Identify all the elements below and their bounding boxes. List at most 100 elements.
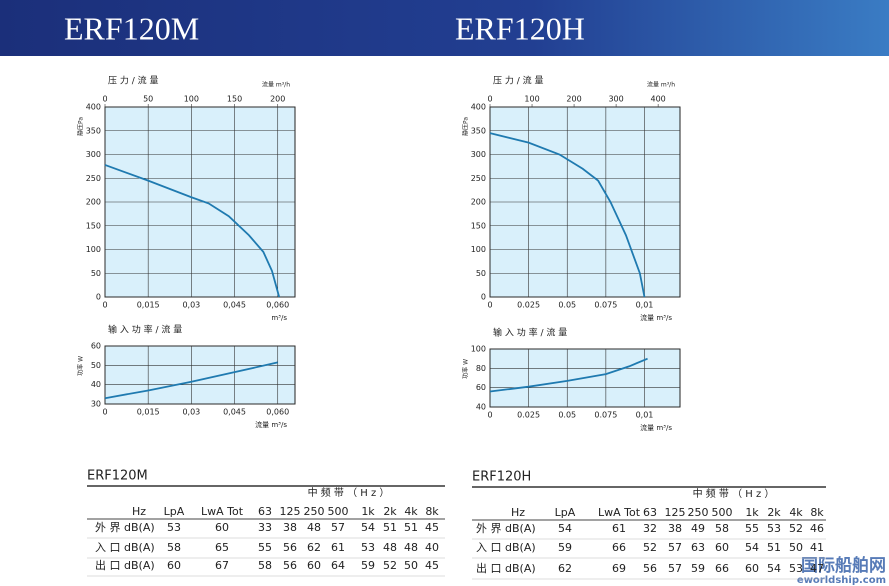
y-tick-label: 100 bbox=[471, 245, 486, 254]
table-cell: 55 bbox=[258, 541, 272, 554]
table-cell: 45 bbox=[425, 559, 439, 572]
x-tick-label: 0,015 bbox=[137, 301, 160, 310]
table-cell: 45 bbox=[425, 521, 439, 534]
x-tick-label: 0,060 bbox=[266, 408, 289, 417]
table-cell: 58 bbox=[167, 541, 181, 554]
column-header: 125 bbox=[665, 506, 686, 519]
x2-tick-label: 300 bbox=[608, 95, 623, 104]
y-axis-label: 静压Pa bbox=[462, 117, 470, 136]
table-cell: 48 bbox=[404, 541, 418, 554]
model-title: ERF120H bbox=[455, 10, 585, 46]
column-header: 4k bbox=[404, 505, 418, 518]
x-tick-label: 0,060 bbox=[266, 301, 289, 310]
chart-title: 压 力 / 流 量 bbox=[108, 75, 158, 87]
x-tick-label: 0.075 bbox=[594, 301, 617, 310]
x-tick-label: 0,045 bbox=[223, 408, 246, 417]
watermark: 国际船舶网 bbox=[801, 555, 886, 576]
table-cell: 59 bbox=[558, 541, 572, 554]
table-cell: 61 bbox=[331, 541, 345, 554]
row-label: 出 口 dB(A) bbox=[476, 561, 536, 575]
table-cell: 63 bbox=[691, 541, 705, 554]
column-header: 8k bbox=[425, 505, 439, 518]
table-cell: 60 bbox=[215, 521, 229, 534]
table-cell: 69 bbox=[612, 562, 626, 575]
table-cell: 58 bbox=[715, 522, 729, 535]
x-axis-label: m³/s bbox=[271, 314, 287, 322]
model-title: ERF120M bbox=[64, 10, 199, 46]
table-cell: 53 bbox=[361, 541, 375, 554]
y-tick-label: 300 bbox=[471, 150, 486, 159]
y-tick-label: 300 bbox=[86, 150, 101, 159]
column-header: 63 bbox=[643, 506, 657, 519]
x-tick-label: 0,03 bbox=[182, 301, 200, 310]
table-cell: 66 bbox=[715, 562, 729, 575]
y-tick-label: 0 bbox=[96, 293, 101, 302]
watermark-url: eworldship.com bbox=[797, 575, 886, 586]
y-tick-label: 150 bbox=[86, 221, 101, 230]
x-axis-label: 流量 m³/s bbox=[255, 420, 287, 429]
table-cell: 50 bbox=[404, 559, 418, 572]
band-header: 中 频 带 （ H z ） bbox=[693, 487, 775, 500]
table-cell: 54 bbox=[361, 521, 375, 534]
x-tick-label: 0 bbox=[102, 301, 107, 310]
row-label: 入 口 dB(A) bbox=[476, 541, 536, 554]
table-cell: 55 bbox=[745, 522, 759, 535]
table-cell: 60 bbox=[745, 562, 759, 575]
y-axis-label: 静压Pa bbox=[77, 117, 85, 136]
table-cell: 67 bbox=[215, 559, 229, 572]
y-tick-label: 400 bbox=[471, 103, 486, 112]
y-tick-label: 50 bbox=[91, 361, 101, 370]
x-tick-label: 0.025 bbox=[517, 411, 540, 420]
column-header: Hz bbox=[511, 506, 525, 519]
y-tick-label: 60 bbox=[91, 342, 101, 351]
y-tick-label: 250 bbox=[86, 174, 101, 183]
y-tick-label: 40 bbox=[476, 403, 486, 412]
column-header: 250 bbox=[688, 506, 709, 519]
row-label: 外 界 dB(A) bbox=[476, 522, 536, 535]
x-tick-label: 0.025 bbox=[517, 301, 540, 310]
column-header: LpA bbox=[164, 505, 185, 518]
table-cell: 59 bbox=[361, 559, 375, 572]
x-tick-label: 0 bbox=[102, 408, 107, 417]
y-tick-label: 400 bbox=[86, 103, 101, 112]
table-cell: 48 bbox=[383, 541, 397, 554]
y-axis-label: 功率 W bbox=[77, 356, 85, 376]
y-tick-label: 250 bbox=[471, 174, 486, 183]
plot-area bbox=[104, 345, 296, 405]
table-cell: 40 bbox=[425, 541, 439, 554]
y-tick-label: 60 bbox=[476, 383, 486, 392]
column-header: 500 bbox=[712, 506, 733, 519]
column-header: 2k bbox=[767, 506, 781, 519]
table-cell: 54 bbox=[745, 541, 759, 554]
x-tick-label: 0.05 bbox=[558, 411, 576, 420]
x-axis-label: 流量 m³/s bbox=[640, 423, 672, 432]
table-cell: 52 bbox=[643, 541, 657, 554]
x-tick-label: 0 bbox=[487, 411, 492, 420]
data-line bbox=[104, 361, 278, 400]
chart-title: 输 入 功 率 / 流 量 bbox=[108, 324, 182, 336]
column-header: 125 bbox=[280, 505, 301, 518]
table-cell: 49 bbox=[691, 522, 705, 535]
y-axis-label: 功率 W bbox=[462, 359, 470, 379]
y-tick-label: 150 bbox=[471, 221, 486, 230]
column-header: 250 bbox=[304, 505, 325, 518]
table-cell: 60 bbox=[307, 559, 321, 572]
y-tick-label: 50 bbox=[476, 269, 486, 278]
y-tick-label: 350 bbox=[86, 126, 101, 135]
x-tick-label: 0,01 bbox=[636, 301, 654, 310]
table-cell: 59 bbox=[691, 562, 705, 575]
column-header: 1k bbox=[361, 505, 375, 518]
data-line bbox=[489, 132, 646, 298]
table-cell: 56 bbox=[283, 559, 297, 572]
column-header: LpA bbox=[555, 506, 576, 519]
table-cell: 64 bbox=[331, 559, 345, 572]
table-cell: 38 bbox=[283, 521, 297, 534]
y-tick-label: 40 bbox=[91, 380, 101, 389]
table-cell: 54 bbox=[558, 522, 572, 535]
x2-tick-label: 50 bbox=[143, 95, 153, 104]
table-cell: 57 bbox=[668, 541, 682, 554]
row-label: 外 界 dB(A) bbox=[95, 521, 155, 534]
x-tick-label: 0.075 bbox=[594, 411, 617, 420]
y-tick-label: 50 bbox=[91, 269, 101, 278]
